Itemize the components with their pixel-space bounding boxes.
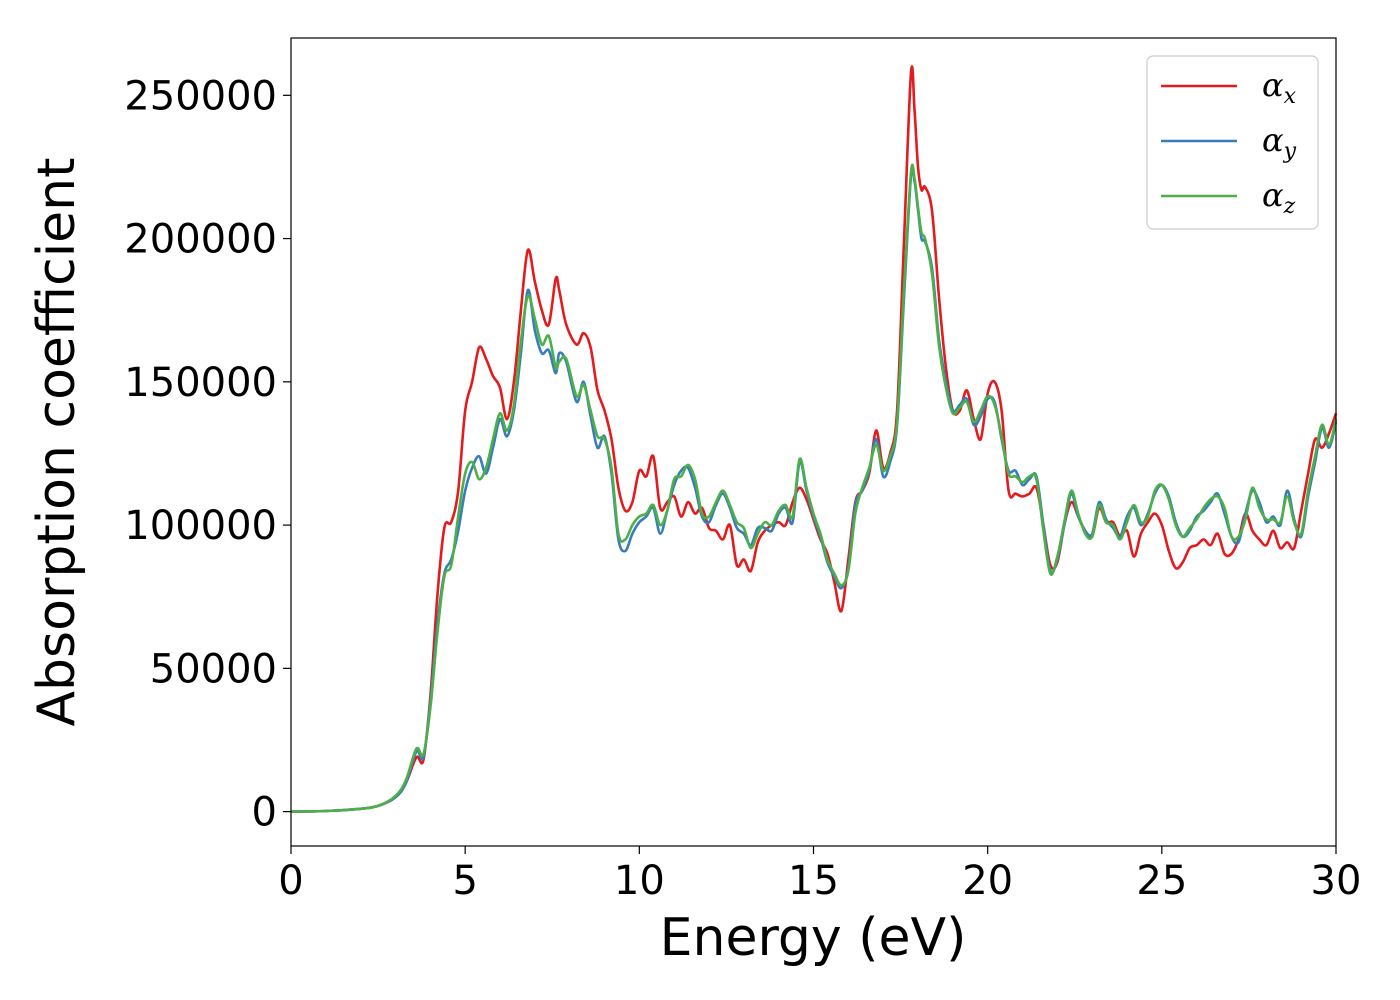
- x-tick-label: 0: [278, 858, 303, 904]
- y-tick-label: 50000: [150, 646, 277, 692]
- series-line-z: [290, 163, 1338, 813]
- series-layer: [290, 65, 1338, 813]
- y-axis-title: Absorption coefficient: [27, 157, 87, 726]
- x-tick-label: 15: [788, 858, 839, 904]
- legend-label-x: αx: [1262, 66, 1297, 109]
- x-tick-label: 5: [452, 858, 477, 904]
- legend-box: [1146, 55, 1319, 230]
- y-tick-label: 200000: [124, 217, 277, 263]
- y-tick-label: 150000: [124, 360, 277, 406]
- y-tick-label: 100000: [124, 503, 277, 549]
- x-tick-label: 10: [614, 858, 665, 904]
- series-line-y: [290, 166, 1338, 813]
- x-tick-label: 20: [962, 858, 1013, 904]
- x-axis-title: Energy (eV): [660, 908, 967, 968]
- y-tick-label: 0: [252, 790, 277, 836]
- ticks-layer: 0 5 10 15 20 25 30 0 50000 100000 150000 200000 2500…: [124, 73, 1361, 904]
- x-tick-label: 30: [1311, 858, 1362, 904]
- x-tick-label: 25: [1136, 858, 1187, 904]
- y-tick-label: 250000: [124, 73, 277, 119]
